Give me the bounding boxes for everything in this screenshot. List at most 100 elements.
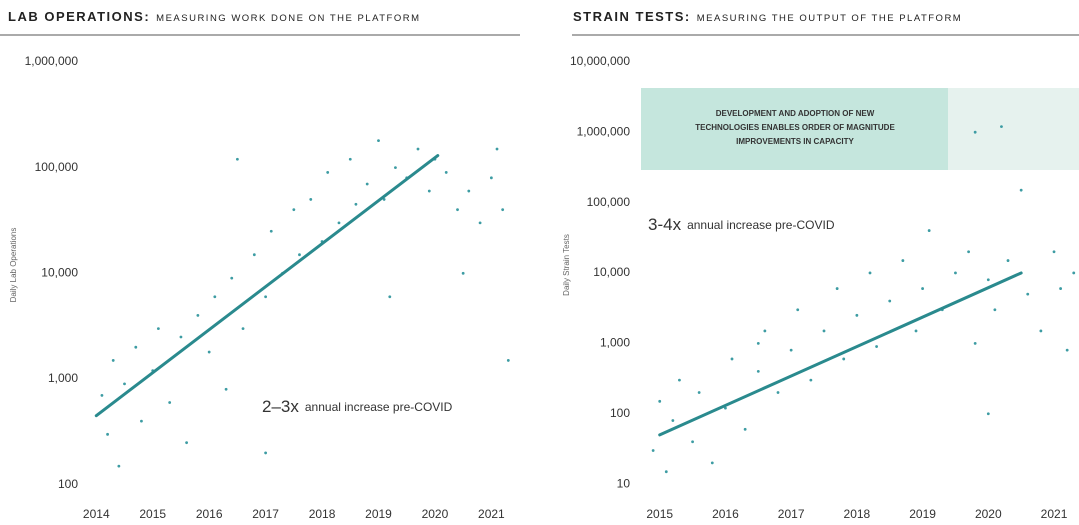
scatter-point [967, 250, 970, 254]
subtitle: MEASURING THE OUTPUT OF THE PLATFORM [697, 13, 962, 24]
scatter-point [196, 313, 200, 317]
scatter-point [1026, 292, 1030, 296]
trend-line [658, 271, 1023, 437]
scatter-point [724, 406, 727, 410]
y-tick-label: 1,000 [48, 371, 78, 385]
scatter-point [185, 441, 188, 445]
scatter-point [461, 271, 465, 275]
scatter-point [1006, 259, 1010, 262]
scatter-point [156, 327, 160, 330]
x-tick-label: 2020 [422, 507, 449, 521]
scatter-point [875, 345, 878, 348]
scatter-point [973, 130, 977, 134]
scatter-point [168, 401, 172, 404]
scatter-point [888, 299, 892, 303]
scatter-point [235, 157, 239, 161]
x-tick-label: 2016 [196, 507, 223, 521]
scatter-point [789, 348, 793, 352]
scatter-point [743, 427, 747, 431]
scatter-point [123, 382, 126, 386]
scatter-point [678, 378, 681, 382]
scatter-point [855, 313, 859, 317]
scatter-point [986, 278, 990, 282]
scatter-point [140, 419, 143, 423]
x-tick-label: 2019 [909, 507, 936, 521]
scatter-point [796, 308, 800, 312]
y-tick-label: 10,000 [593, 265, 630, 279]
scatter-point [809, 378, 813, 382]
box-text: DEVELOPMENT AND ADOPTION OF NEW [716, 109, 875, 118]
trend-line [94, 154, 440, 418]
x-tick-label: 2021 [1041, 507, 1068, 521]
scatter-point [348, 157, 352, 161]
x-tick-label: 2017 [252, 507, 279, 521]
highlight-band [641, 88, 948, 170]
y-axis-label: Daily Strain Tests [562, 234, 571, 296]
y-tick-label: 1,000,000 [577, 124, 631, 138]
scatter-point [111, 359, 115, 362]
x-tick-label: 2018 [309, 507, 336, 521]
y-tick-label: 1,000,000 [25, 54, 79, 68]
scatter-point [691, 440, 694, 444]
scatter-point [1039, 329, 1043, 333]
annotation: 3-4x annual increase pre-COVID [648, 215, 835, 234]
y-tick-label: 10,000 [41, 265, 78, 279]
scatter-point [298, 253, 301, 257]
scatter-point [776, 391, 780, 394]
annotation-text: annual increase pre-COVID [687, 218, 835, 232]
scatter-point [901, 259, 905, 262]
scatter-point [207, 350, 211, 354]
scatter-point [835, 287, 839, 290]
scatter-point [1059, 287, 1062, 290]
scatter-point [921, 287, 924, 290]
scatter-point [224, 387, 228, 391]
chart-title: STRAIN TESTS: MEASURING THE OUTPUT OF THE… [573, 9, 962, 24]
title: LAB OPERATIONS: [8, 9, 150, 24]
scatter-point [842, 357, 846, 361]
scatter-point [506, 359, 510, 362]
scatter-point [377, 139, 380, 143]
scatter-point [671, 419, 675, 422]
scatter-point [822, 329, 826, 333]
y-axis-label: Daily Lab Operations [9, 228, 18, 303]
scatter-point [868, 271, 872, 275]
scatter-point [354, 202, 358, 206]
scatter-point [1065, 348, 1069, 352]
x-tick-label: 2015 [139, 507, 166, 521]
scatter-point [664, 470, 668, 474]
scatter-point [264, 451, 268, 455]
scatter-point [241, 327, 245, 330]
y-tick-label: 100 [58, 477, 78, 491]
chart-title: LAB OPERATIONS: MEASURING WORK DONE ON TH… [8, 9, 421, 24]
annotation-text: annual increase pre-COVID [305, 400, 453, 414]
scatter-point [756, 341, 760, 345]
scatter-point [326, 171, 330, 174]
scatter-point [954, 271, 957, 275]
scatter-point [179, 335, 183, 339]
subtitle: MEASURING WORK DONE ON THE PLATFORM [156, 13, 420, 24]
x-tick-label: 2014 [83, 507, 110, 521]
y-tick-label: 100 [610, 406, 630, 420]
box-text: TECHNOLOGIES ENABLES ORDER OF MAGNITUDE [695, 123, 895, 132]
scatter-point [467, 189, 471, 193]
scatter-point [501, 208, 505, 212]
x-tick-label: 2016 [712, 507, 739, 521]
y-tick-label: 100,000 [587, 195, 631, 209]
scatter-point [710, 461, 714, 465]
x-tick-label: 2017 [778, 507, 805, 521]
scatter-point [388, 295, 392, 299]
scatter-point [252, 253, 256, 257]
scatter-point [264, 295, 268, 299]
scatter-point [1052, 250, 1056, 254]
scatter-point [444, 171, 448, 174]
scatter-point [1019, 188, 1023, 192]
scatter-point [993, 308, 997, 312]
scatter-point [309, 198, 313, 201]
scatter-point [117, 464, 121, 468]
y-tick-label: 10,000,000 [570, 54, 630, 68]
annotation: 2–3x annual increase pre-COVID [262, 397, 453, 416]
scatter-point [100, 394, 104, 397]
x-tick-label: 2018 [844, 507, 871, 521]
scatter-point [914, 329, 918, 333]
scatter-point [230, 276, 234, 280]
